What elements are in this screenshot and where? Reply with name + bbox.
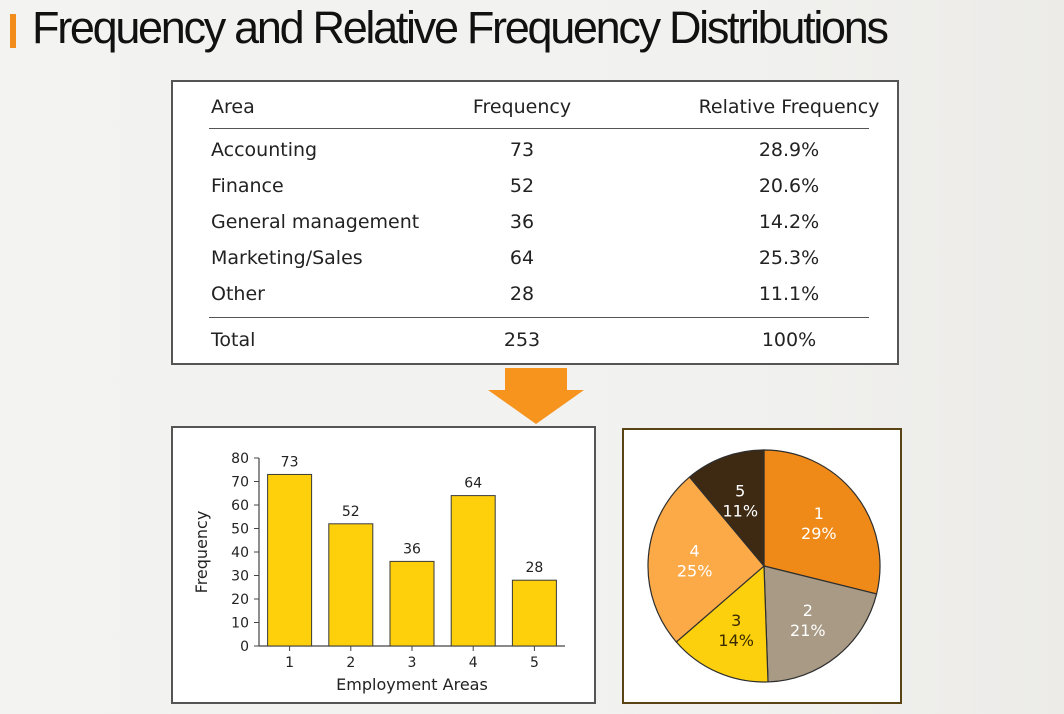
bar <box>267 473 313 647</box>
total-divider <box>209 317 869 318</box>
header-divider <box>209 128 869 129</box>
header-relative-frequency: Relative Frequency <box>698 96 880 118</box>
bar-data-label: 64 <box>464 476 482 492</box>
cell-frequency: 36 <box>509 211 535 233</box>
cell-area: Other <box>211 283 265 305</box>
cell-area: Marketing/Sales <box>211 247 363 269</box>
table-header-row: Area Frequency Relative Frequency <box>209 96 879 124</box>
pie-slice <box>763 565 878 683</box>
total-relative-frequency: 100% <box>761 329 817 351</box>
bar-data-label: 36 <box>403 541 421 557</box>
pie-slice-label: 1 <box>814 504 824 523</box>
bar-chart: 0 10 20 30 40 50 60 70 80 73 1 52 2 36 3 64 4 28 5 Employme… <box>192 451 565 694</box>
table-row: Other 28 11.1% <box>209 283 869 311</box>
x-tick-label: 1 <box>285 655 294 671</box>
y-tick-label: 0 <box>240 639 249 655</box>
cell-frequency: 64 <box>509 247 535 269</box>
pie-slice-label: 3 <box>731 611 741 630</box>
x-tick-label: 5 <box>530 655 539 671</box>
y-tick-label: 40 <box>231 545 249 561</box>
cell-relative-frequency: 11.1% <box>758 283 820 305</box>
y-axis-label: Frequency <box>192 511 211 594</box>
total-label: Total <box>211 329 256 351</box>
bar-data-label: 52 <box>342 504 360 520</box>
cell-relative-frequency: 25.3% <box>758 247 820 269</box>
cell-frequency: 52 <box>509 175 535 197</box>
pie-chart: 129% 221% 314% 425% 511% <box>647 449 881 683</box>
pie-slice <box>688 449 765 568</box>
pie-slice <box>763 449 881 595</box>
pie-slice-percent: 21% <box>790 621 826 640</box>
table-row: General management 36 14.2% <box>209 211 869 239</box>
pie-slice <box>647 476 765 643</box>
x-axis-label: Employment Areas <box>336 675 488 694</box>
x-tick-label: 3 <box>408 655 417 671</box>
table-row: Accounting 73 28.9% <box>209 139 869 167</box>
header-frequency: Frequency <box>472 96 572 118</box>
y-tick-label: 30 <box>231 569 249 585</box>
pie-slice-label: 5 <box>735 482 745 501</box>
y-tick-label: 70 <box>231 475 249 491</box>
x-tick-label: 2 <box>346 655 355 671</box>
y-tick-label: 10 <box>231 616 249 632</box>
pie-slice-percent: 29% <box>801 524 837 543</box>
y-tick-label: 80 <box>231 451 249 467</box>
x-tick-label: 4 <box>469 655 478 671</box>
table-row: Finance 52 20.6% <box>209 175 869 203</box>
bar <box>450 495 496 647</box>
cell-frequency: 28 <box>509 283 535 305</box>
header-area: Area <box>211 96 255 118</box>
pie-slice-percent: 25% <box>677 561 713 580</box>
pie-slice-percent: 14% <box>718 631 754 650</box>
cell-area: Finance <box>211 175 284 197</box>
bar-data-label: 73 <box>281 454 299 470</box>
pie-chart-panel: 1 29% 2 21% 3 14% 4 25% 5 11% <box>622 428 902 704</box>
table-total-row: Total 253 100% <box>209 329 869 357</box>
frequency-table: Area Frequency Relative Frequency Accoun… <box>171 80 899 365</box>
bar <box>389 560 435 647</box>
page-title: Frequency and Relative Frequency Distrib… <box>32 2 889 53</box>
pie-slice-percent: 11% <box>722 502 758 521</box>
bar <box>328 523 374 647</box>
cell-area: General management <box>211 211 420 233</box>
pie-slice <box>675 564 769 683</box>
table-row: Marketing/Sales 64 25.3% <box>209 247 869 275</box>
y-tick-label: 50 <box>231 522 249 538</box>
cell-relative-frequency: 20.6% <box>758 175 820 197</box>
bar <box>511 579 557 647</box>
title-accent-bar <box>10 14 16 48</box>
pie-slice-label: 4 <box>690 541 700 560</box>
total-frequency: 253 <box>503 329 541 351</box>
pie-slice-label: 2 <box>803 601 813 620</box>
bar-data-label: 28 <box>525 560 543 576</box>
cell-frequency: 73 <box>509 139 535 161</box>
cell-relative-frequency: 14.2% <box>758 211 820 233</box>
y-tick-label: 20 <box>231 592 249 608</box>
cell-relative-frequency: 28.9% <box>758 139 820 161</box>
bar-chart-panel: 0 10 20 30 40 50 60 70 80 73 1 52 2 36 3 64 4 28 5 Employme… <box>171 426 596 704</box>
cell-area: Accounting <box>211 139 318 161</box>
y-tick-label: 60 <box>231 498 249 514</box>
